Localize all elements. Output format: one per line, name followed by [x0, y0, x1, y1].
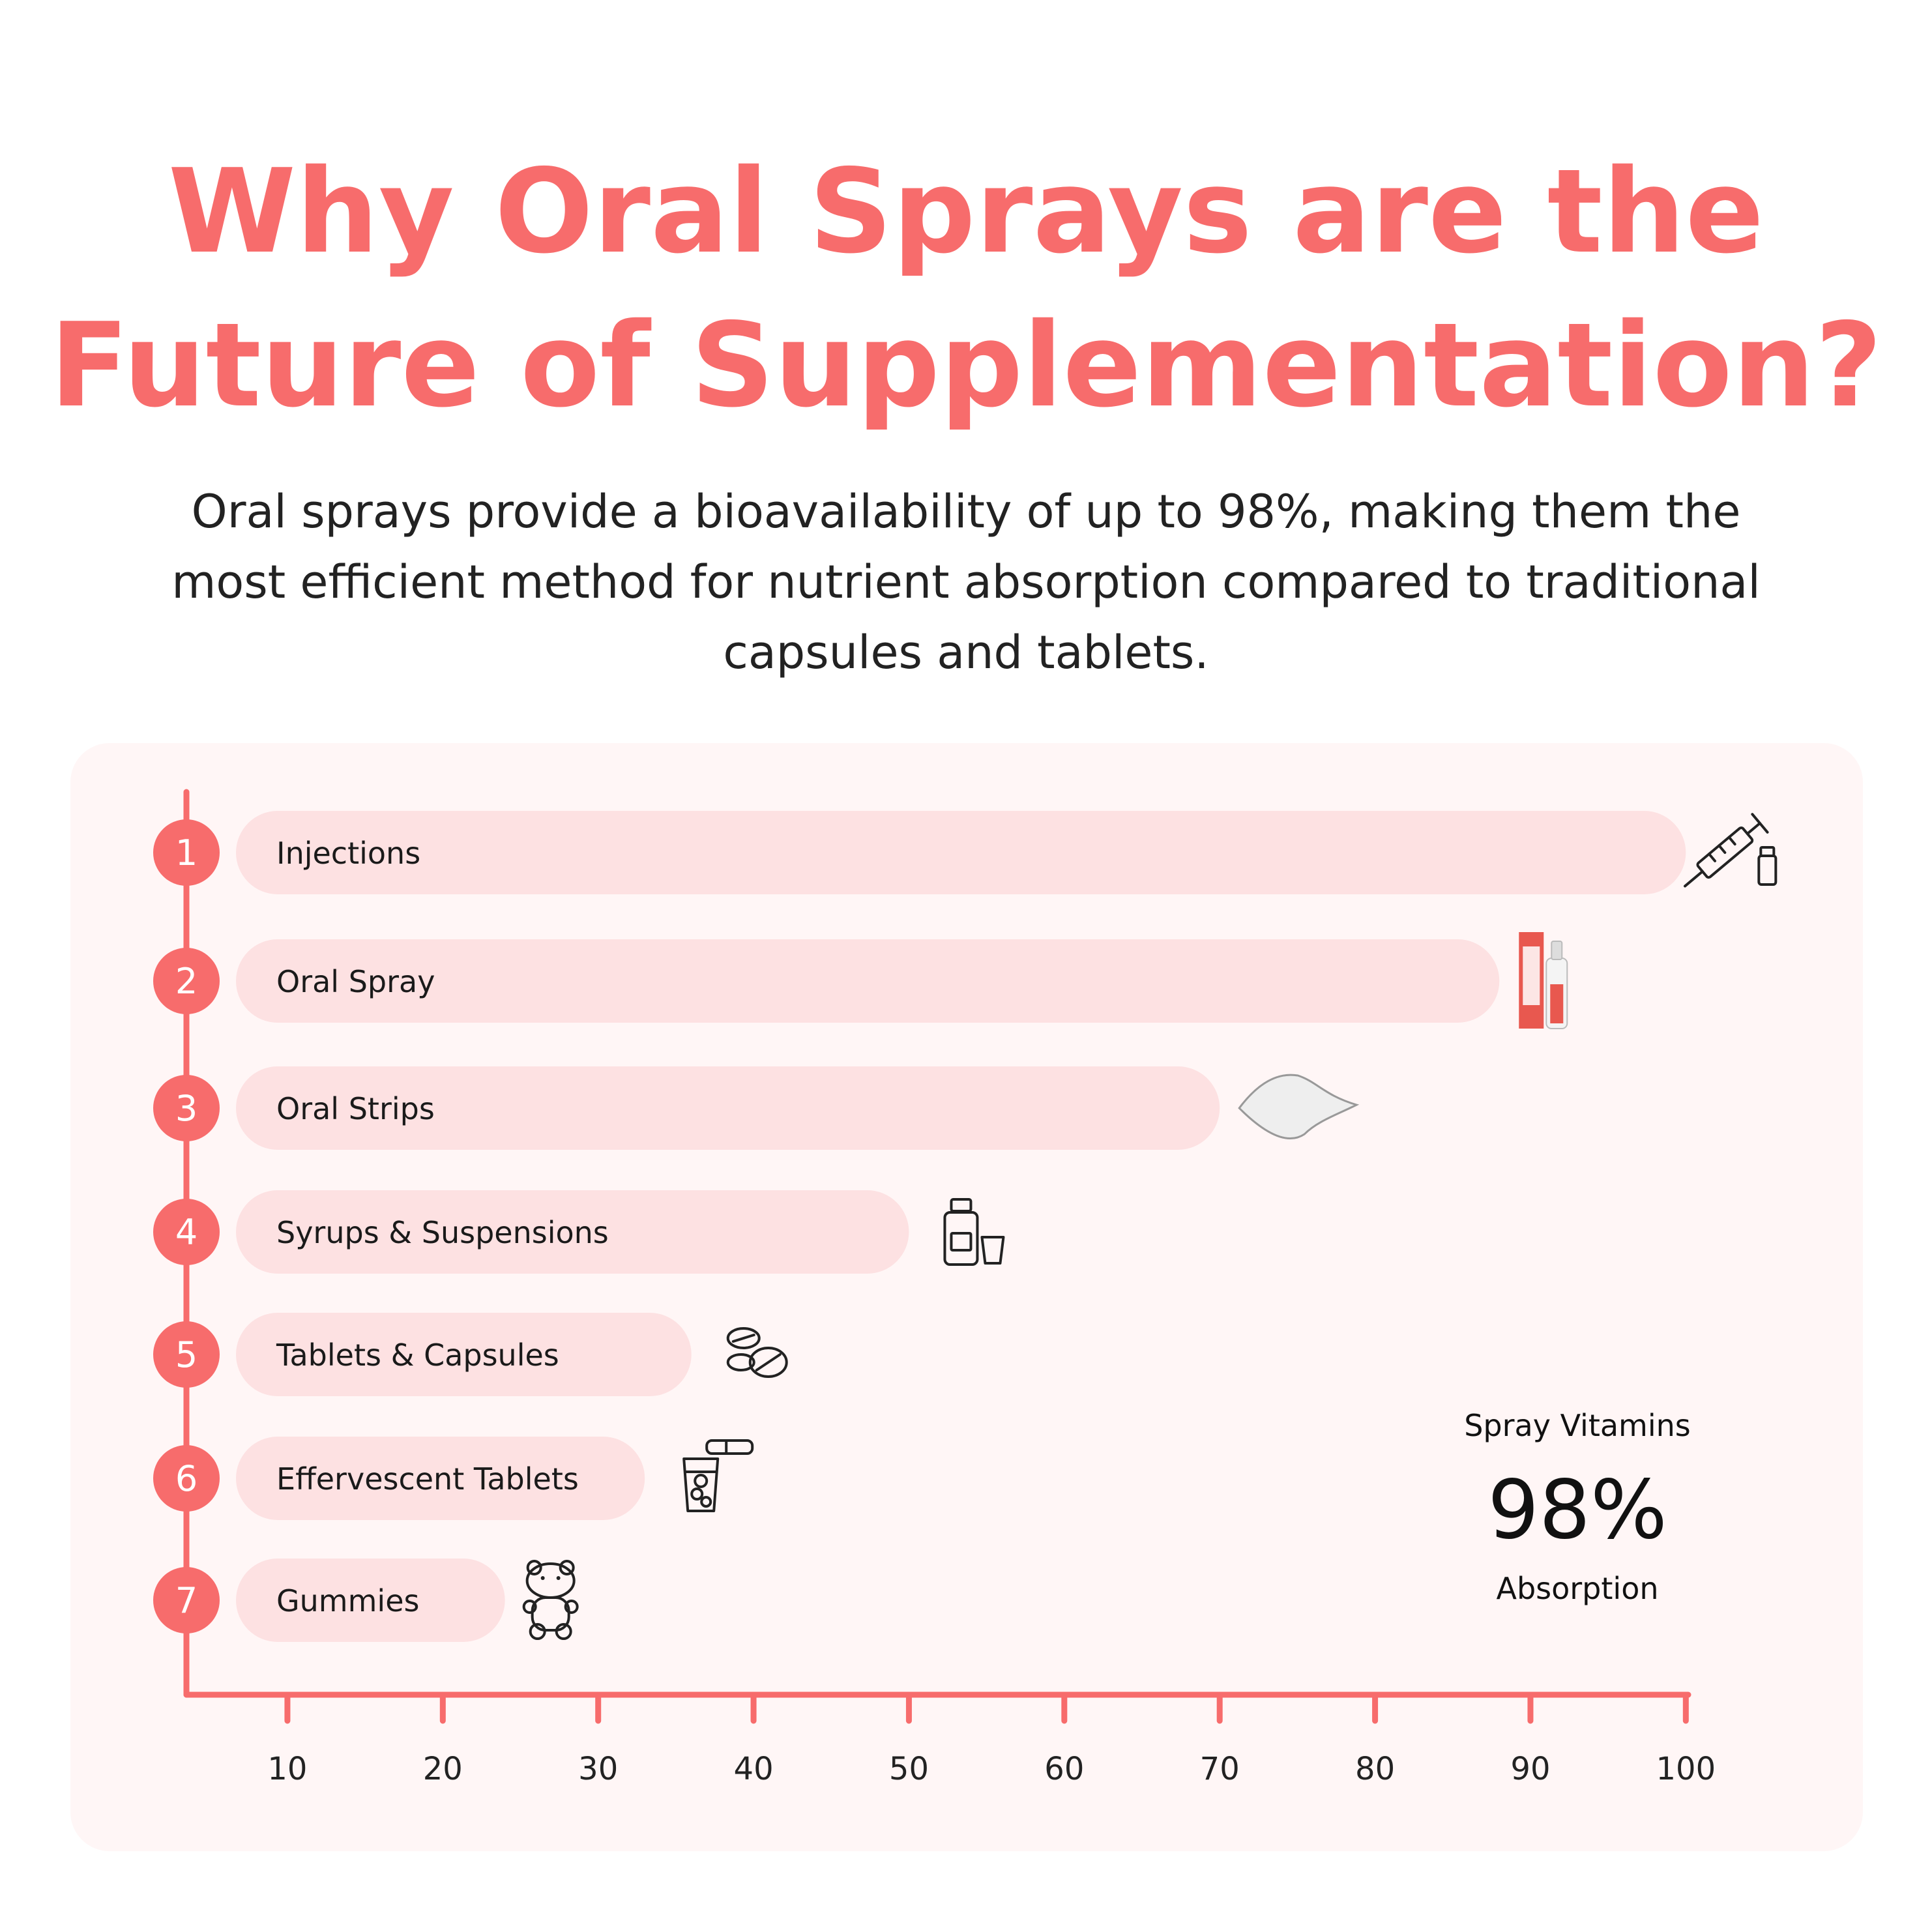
bar — [236, 1437, 645, 1520]
x-tick-label: 80 — [1355, 1751, 1395, 1787]
x-tick-label: 40 — [734, 1751, 774, 1787]
callout-label: Spray Vitamins — [1464, 1408, 1691, 1443]
syringe-icon — [1684, 813, 1769, 888]
rank-badge — [153, 1567, 220, 1633]
x-tick-label: 60 — [1044, 1751, 1084, 1787]
x-tick-label: 100 — [1656, 1751, 1716, 1787]
bar-label: Injections — [276, 836, 420, 871]
rank-number: 3 — [175, 1088, 198, 1129]
bar — [236, 939, 1500, 1023]
subtitle-line-2: most efficient method for nutrient absor… — [171, 555, 1761, 609]
bar-label: Oral Spray — [276, 964, 435, 999]
rank-badge — [153, 1321, 220, 1388]
title-line-2: Future of Supplementation? — [50, 298, 1882, 433]
rank-number: 2 — [175, 961, 198, 1002]
chart-panel — [70, 743, 1863, 1851]
rank-number: 5 — [175, 1334, 198, 1375]
callout-value: 98% — [1487, 1463, 1667, 1557]
syrup-bottle-icon — [943, 1198, 1005, 1266]
x-tick-label: 20 — [423, 1751, 463, 1787]
rank-badge — [153, 1199, 220, 1265]
rank-number: 7 — [175, 1580, 198, 1621]
rank-number: 4 — [175, 1212, 198, 1253]
bar-label: Effervescent Tablets — [276, 1461, 579, 1497]
rank-number: 1 — [175, 832, 198, 873]
tablets-icon — [726, 1327, 788, 1378]
gummy-bear-icon — [522, 1560, 579, 1640]
x-tick-label: 10 — [267, 1751, 307, 1787]
rank-number: 6 — [175, 1458, 198, 1499]
oral-strip-icon — [1238, 1074, 1360, 1139]
rank-badge — [153, 948, 220, 1014]
rank-badge — [153, 1075, 220, 1141]
subtitle-line-1: Oral sprays provide a bioavailability of… — [191, 485, 1741, 538]
callout-caption: Absorption — [1496, 1571, 1659, 1606]
title-line-1: Why Oral Sprays are the — [168, 144, 1764, 279]
bar-label: Gummies — [276, 1583, 419, 1618]
x-tick-label: 50 — [889, 1751, 929, 1787]
rank-badge — [153, 819, 220, 886]
rank-badge — [153, 1445, 220, 1512]
bar-label: Tablets & Capsules — [276, 1338, 559, 1373]
bar-label: Oral Strips — [276, 1091, 435, 1126]
bar — [236, 1190, 909, 1274]
bar-label: Syrups & Suspensions — [276, 1215, 609, 1250]
bar — [236, 1066, 1220, 1150]
bar — [236, 811, 1686, 894]
bar — [236, 1313, 692, 1396]
x-tick-label: 70 — [1200, 1751, 1240, 1787]
vial-icon — [1757, 846, 1778, 886]
subtitle-line-3: capsules and tablets. — [723, 626, 1209, 679]
spray-bottle-icon — [1519, 932, 1568, 1029]
bar — [236, 1559, 505, 1642]
x-tick-label: 30 — [578, 1751, 618, 1787]
x-tick-label: 90 — [1510, 1751, 1550, 1787]
effervescent-glass-icon — [682, 1439, 754, 1512]
